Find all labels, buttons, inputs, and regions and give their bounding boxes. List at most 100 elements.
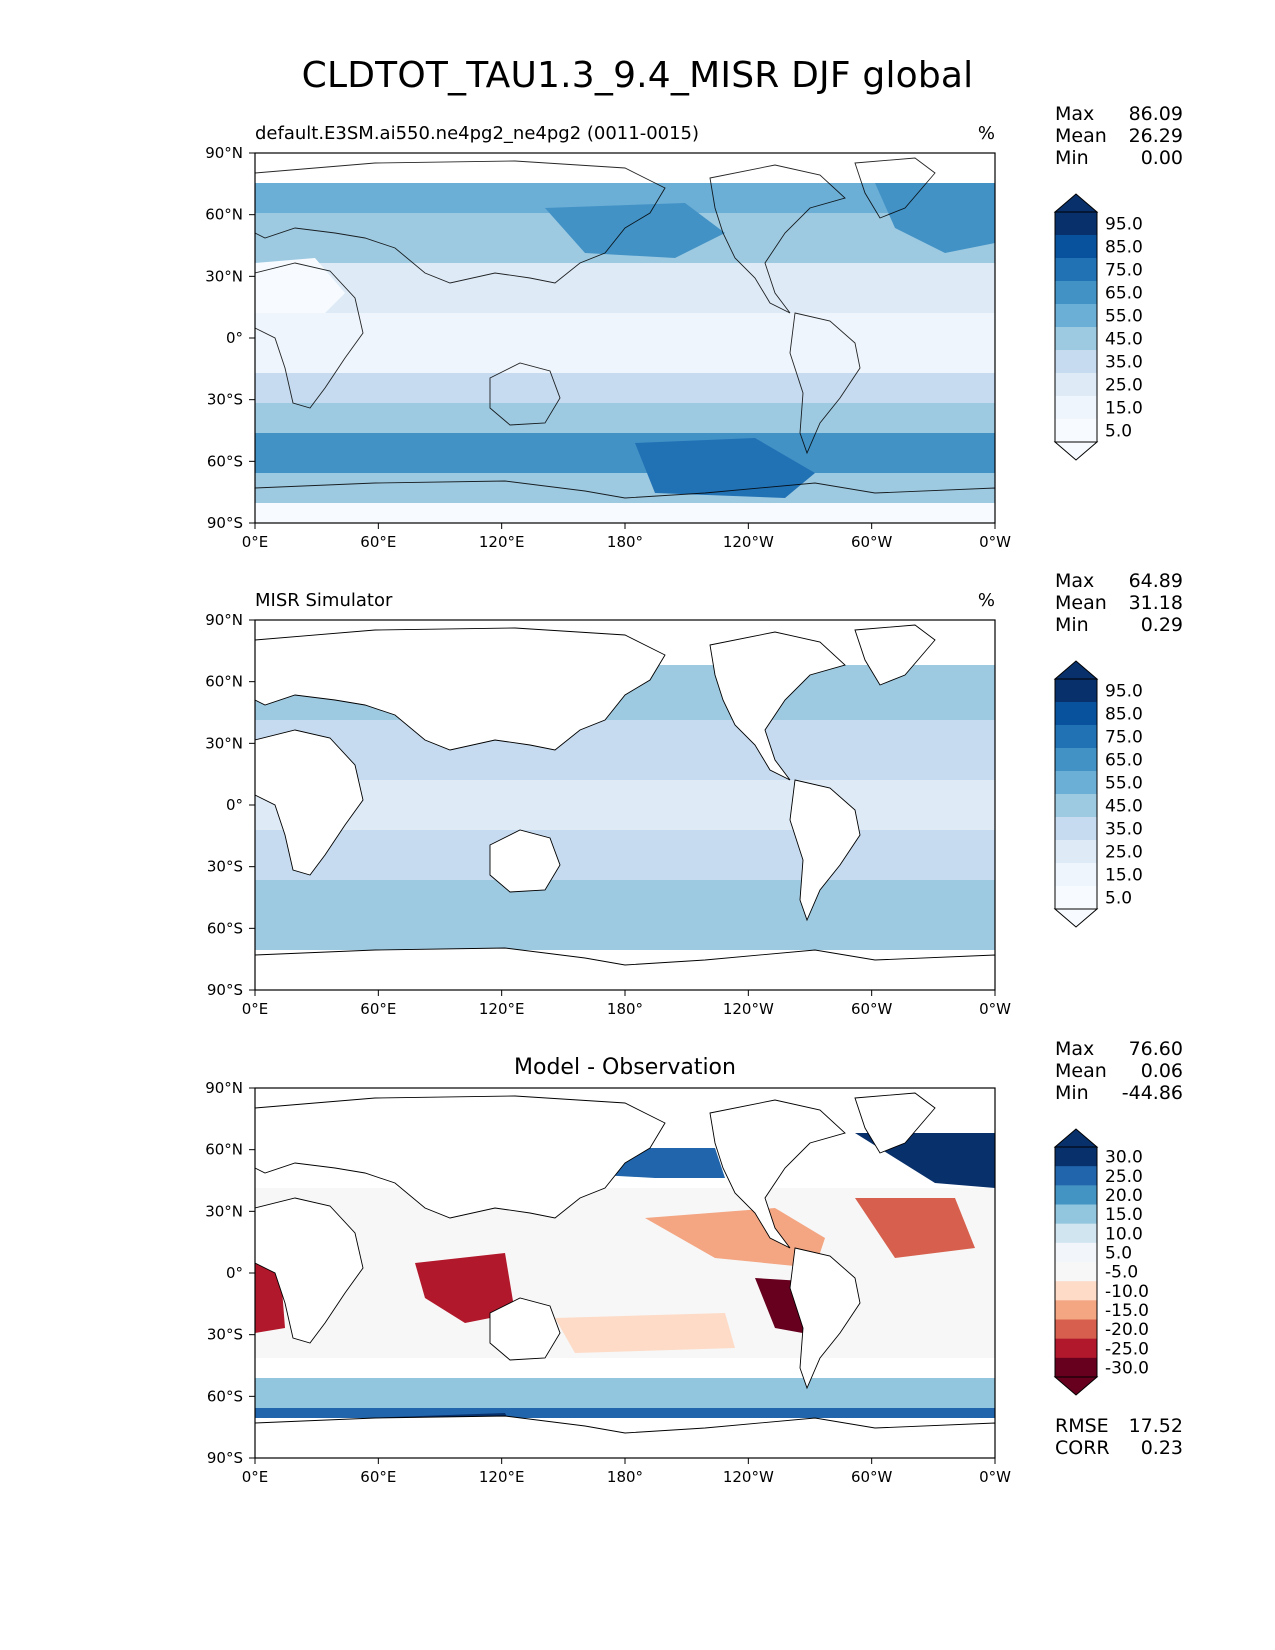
colorbar-label: 25.0 — [1105, 376, 1143, 396]
lon-tick-label: 120°W — [723, 1468, 774, 1486]
field-south-pacific-negative — [555, 1313, 735, 1353]
colorbar-swatch — [1055, 817, 1097, 841]
colorbar-swatch — [1055, 725, 1097, 749]
lat-tick-label: 90°N — [205, 611, 243, 629]
colorbar-swatch — [1055, 1357, 1097, 1378]
colorbar-label: 20.0 — [1105, 1186, 1143, 1206]
lat-tick-label: 0° — [226, 1264, 243, 1282]
stat-value: 26.29 — [1129, 125, 1183, 147]
stat-label: Mean — [1055, 125, 1107, 147]
panel-title-center: Model - Observation — [514, 1055, 736, 1080]
lon-tick-label: 0°E — [242, 1468, 269, 1486]
difference-panel: Model - Observation 90°N 60°N 30°N 0° 30°S 60… — [205, 1055, 1011, 1486]
colorbar-swatch — [1055, 281, 1097, 305]
lon-tick-label: 60°E — [360, 533, 396, 551]
colorbar-swatch — [1055, 304, 1097, 328]
field-band-southern-ocean — [255, 433, 995, 473]
lon-tick-label: 180° — [607, 1468, 643, 1486]
colorbar-swatch — [1055, 212, 1097, 236]
difference-side: Max 76.60 Mean 0.06 Min -44.86 30.025.020.015.… — [1053, 1038, 1183, 1459]
lon-tick-label: 0°E — [242, 533, 269, 551]
field-indian-negative — [415, 1253, 515, 1323]
field-band-subtropic-north — [255, 263, 995, 313]
lat-tick-label: 30°N — [205, 267, 243, 285]
stat-value: 76.60 — [1129, 1038, 1183, 1060]
lat-tick-label: 90°S — [207, 514, 243, 532]
lon-tick-label: 120°E — [479, 1000, 525, 1018]
colorbar-swatch — [1055, 1147, 1097, 1167]
colorbar-swatch — [1055, 235, 1097, 259]
colorbar-label: 65.0 — [1105, 284, 1143, 304]
colorbar-label: 95.0 — [1105, 682, 1143, 702]
colorbar-label: 35.0 — [1105, 820, 1143, 840]
colorbar-swatch — [1055, 1319, 1097, 1340]
colorbar-swatch — [1055, 327, 1097, 351]
colorbar-label: 95.0 — [1105, 215, 1143, 235]
colorbar-label: -30.0 — [1105, 1358, 1149, 1378]
lon-tick-label: 0°E — [242, 1000, 269, 1018]
colorbar-label: 5.0 — [1105, 1243, 1132, 1263]
lat-tick-label: 60°S — [207, 1387, 243, 1405]
stat-value: 0.06 — [1141, 1060, 1183, 1082]
colorbar-swatch — [1055, 258, 1097, 282]
colorbar-frame — [1054, 211, 1098, 443]
stat-label: Max — [1055, 570, 1094, 592]
lat-tick-label: 0° — [226, 796, 243, 814]
map-field — [255, 620, 995, 990]
lat-tick-label: 30°S — [207, 858, 243, 876]
map-field — [255, 1088, 995, 1458]
colorbar-swatch — [1055, 1281, 1097, 1301]
colorbar-arrow-bottom — [1053, 908, 1099, 928]
colorbar-swatch — [1055, 1242, 1097, 1263]
observation-side: Max 64.89 Mean 31.18 Min 0.29 95.0 85.0 75.0 65.0… — [1053, 570, 1183, 928]
colorbar-swatch — [1055, 1300, 1097, 1320]
lon-tick-label: 60°W — [851, 1468, 893, 1486]
field-saharan-clear — [255, 258, 345, 313]
colorbar-swatch — [1055, 702, 1097, 726]
lon-tick-label: 60°E — [360, 1000, 396, 1018]
colorbar-frame — [1054, 1146, 1098, 1378]
field-band-tropic — [255, 780, 995, 830]
lat-tick-label: 30°N — [205, 734, 243, 752]
lat-tick-label: 60°N — [205, 1141, 243, 1159]
stat-label: Max — [1055, 103, 1094, 125]
footer-stat-value: 0.23 — [1141, 1437, 1183, 1459]
colorbar-swatch — [1055, 886, 1097, 910]
colorbar-label: 65.0 — [1105, 751, 1143, 771]
lat-tick-label: 0° — [226, 329, 243, 347]
lon-tick-label: 180° — [607, 533, 643, 551]
lat-tick-label: 90°N — [205, 1079, 243, 1097]
colorbar-label: -5.0 — [1105, 1263, 1138, 1283]
colorbar-arrow-top — [1053, 660, 1099, 680]
field-band-subtropic-north — [255, 720, 995, 780]
colorbar-label: 75.0 — [1105, 728, 1143, 748]
lon-tick-label: 120°E — [479, 1468, 525, 1486]
field-band-tropic — [255, 313, 995, 373]
lon-tick-label: 120°W — [723, 1000, 774, 1018]
colorbar-label: 25.0 — [1105, 1167, 1143, 1187]
model-panel: default.E3SM.ai550.ne4pg2_ne4pg2 (0011-0… — [205, 123, 1011, 551]
stat-value: 0.00 — [1141, 147, 1183, 169]
field-atlantic-north — [875, 183, 995, 253]
lat-tick-label: 90°N — [205, 144, 243, 162]
lat-tick-label: 30°S — [207, 391, 243, 409]
lon-tick-label: 180° — [607, 1000, 643, 1018]
colorbar-swatch — [1055, 748, 1097, 772]
lon-tick-label: 120°E — [479, 533, 525, 551]
colorbar: 95.0 85.0 75.0 65.0 55.0 45.0 35.0 25.0 15.0 5.0 — [1053, 193, 1143, 461]
lon-tick-label: 60°E — [360, 1468, 396, 1486]
field-atlantic-negative — [855, 1198, 975, 1258]
colorbar-label: 15.0 — [1105, 866, 1143, 886]
field-pacific-north — [545, 203, 725, 258]
colorbar-label: 55.0 — [1105, 774, 1143, 794]
colorbar-label: 35.0 — [1105, 353, 1143, 373]
colorbar-label: 5.0 — [1105, 889, 1132, 909]
colorbar-label: -10.0 — [1105, 1282, 1149, 1302]
lat-tick-label: 30°N — [205, 1202, 243, 1220]
figure-title: CLDTOT_TAU1.3_9.4_MISR DJF global — [301, 55, 974, 96]
colorbar-swatch — [1055, 419, 1097, 443]
colorbar-label: 55.0 — [1105, 307, 1143, 327]
colorbar-label: -20.0 — [1105, 1320, 1149, 1340]
colorbar-label: -25.0 — [1105, 1339, 1149, 1359]
lon-tick-label: 60°W — [851, 533, 893, 551]
